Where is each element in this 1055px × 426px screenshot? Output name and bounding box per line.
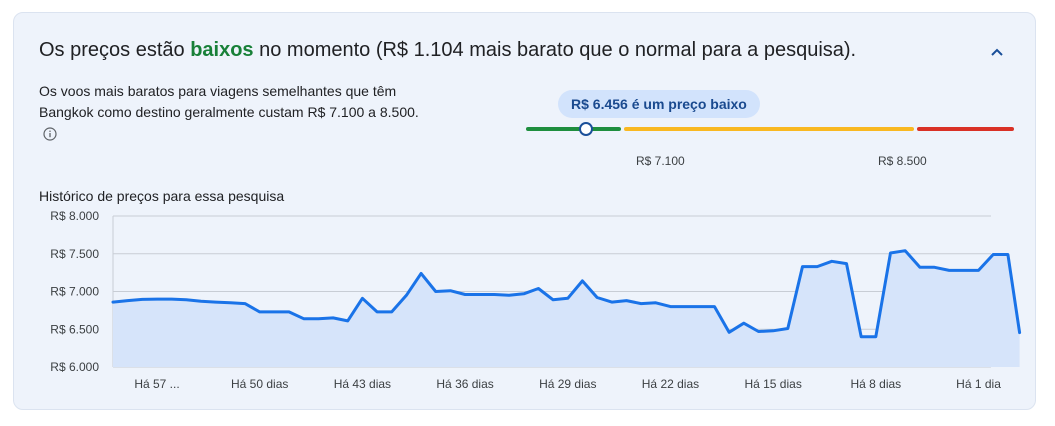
gauge-tick-high: R$ 8.500 bbox=[878, 154, 927, 168]
current-price-marker bbox=[579, 122, 593, 136]
typical-price-segment bbox=[624, 127, 914, 131]
collapse-button[interactable] bbox=[982, 38, 1012, 66]
headline-suffix: no momento (R$ 1.104 mais barato que o n… bbox=[253, 39, 857, 61]
low-price-segment bbox=[526, 127, 621, 131]
price-range-gauge: R$ 6.456 é um preço baixo R$ 7.100 R$ 8.… bbox=[524, 88, 1024, 178]
high-price-segment bbox=[917, 127, 1014, 131]
info-icon[interactable] bbox=[43, 126, 57, 147]
price-insights-card: Os preços estão baixos no momento (R$ 1.… bbox=[13, 12, 1036, 410]
chevron-up-icon bbox=[991, 48, 1003, 56]
headline-low-word: baixos bbox=[190, 39, 254, 61]
current-price-bubble: R$ 6.456 é um preço baixo bbox=[558, 90, 760, 118]
gauge-tick-low: R$ 7.100 bbox=[636, 154, 685, 168]
typical-price-description: Os voos mais baratos para viagens semelh… bbox=[39, 81, 429, 147]
headline-prefix: Os preços estão bbox=[39, 39, 191, 61]
description-text: Os voos mais baratos para viagens semelh… bbox=[39, 83, 419, 120]
price-headline: Os preços estão baixos no momento (R$ 1.… bbox=[39, 39, 856, 62]
price-history-title: Histórico de preços para essa pesquisa bbox=[39, 188, 285, 204]
